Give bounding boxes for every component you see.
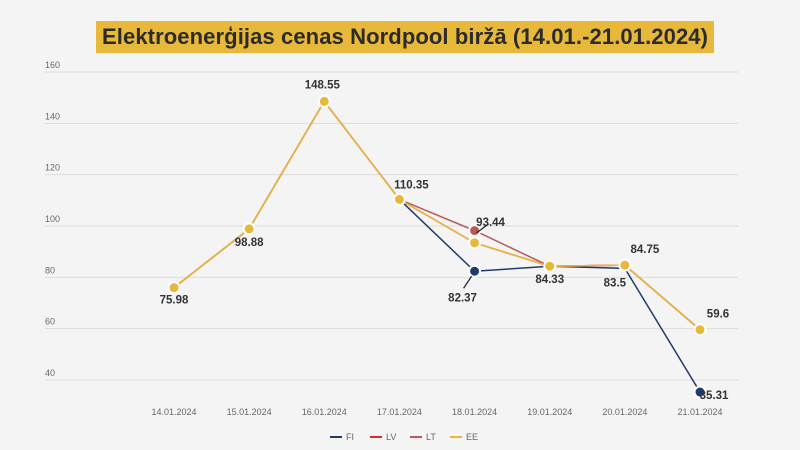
data-label: 98.88 — [235, 237, 264, 249]
point-ee — [167, 281, 181, 295]
x-tick-label: 16.01.2024 — [302, 407, 347, 417]
point-ee — [618, 258, 632, 272]
data-label: 59.6 — [707, 309, 729, 321]
y-tick-label: 60 — [45, 317, 55, 327]
y-tick-label: 80 — [45, 265, 55, 275]
x-tick-label: 20.01.2024 — [602, 407, 647, 417]
data-label: 35.31 — [700, 390, 729, 402]
legend-label-fi: FI — [346, 432, 354, 442]
x-tick-label: 14.01.2024 — [151, 407, 196, 417]
legend-label-ee: EE — [466, 432, 478, 442]
point-ee — [392, 192, 406, 206]
series-line-lt — [173, 100, 701, 331]
data-label: 148.55 — [305, 79, 341, 91]
legend-label-lv: LV — [386, 432, 396, 442]
x-tick-label: 19.01.2024 — [527, 407, 572, 417]
x-tick-label: 18.01.2024 — [452, 407, 497, 417]
data-label: 93.44 — [476, 217, 505, 229]
y-tick-label: 40 — [45, 368, 55, 378]
point-ee — [317, 94, 331, 108]
x-tick-label: 21.01.2024 — [677, 407, 722, 417]
chart-title: Elektroenerģijas cenas Nordpool biržā (1… — [96, 21, 715, 53]
leader-line — [463, 275, 473, 289]
leader-line — [476, 223, 489, 234]
point-ee — [543, 259, 557, 273]
y-tick-label: 140 — [45, 111, 60, 121]
legend-label-lt: LT — [426, 432, 436, 442]
x-tick-label: 15.01.2024 — [227, 407, 272, 417]
y-tick-label: 160 — [45, 60, 60, 70]
data-label: 84.75 — [630, 244, 659, 256]
data-label: 82.37 — [448, 292, 477, 304]
data-label: 83.5 — [604, 277, 627, 289]
point-fi — [468, 264, 482, 278]
point-ee — [693, 323, 707, 337]
x-tick-label: 17.01.2024 — [377, 407, 422, 417]
point-ee — [468, 236, 482, 250]
point-ee — [242, 222, 256, 236]
series-line-fi — [398, 198, 701, 393]
data-label: 84.33 — [535, 274, 564, 286]
data-label: 75.98 — [160, 295, 189, 307]
y-tick-label: 100 — [45, 214, 60, 224]
data-label: 110.35 — [394, 179, 429, 191]
point-fi — [693, 385, 707, 399]
series-line-ee — [173, 100, 701, 331]
y-tick-label: 120 — [45, 163, 60, 173]
